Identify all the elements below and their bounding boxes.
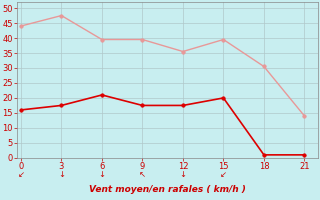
Text: ↓: ↓ (58, 170, 65, 179)
Text: ↙: ↙ (17, 170, 24, 179)
X-axis label: Vent moyen/en rafales ( km/h ): Vent moyen/en rafales ( km/h ) (89, 185, 246, 194)
Text: ↓: ↓ (180, 170, 187, 179)
Text: ↙: ↙ (220, 170, 227, 179)
Text: ↖: ↖ (139, 170, 146, 179)
Text: ↓: ↓ (99, 170, 105, 179)
